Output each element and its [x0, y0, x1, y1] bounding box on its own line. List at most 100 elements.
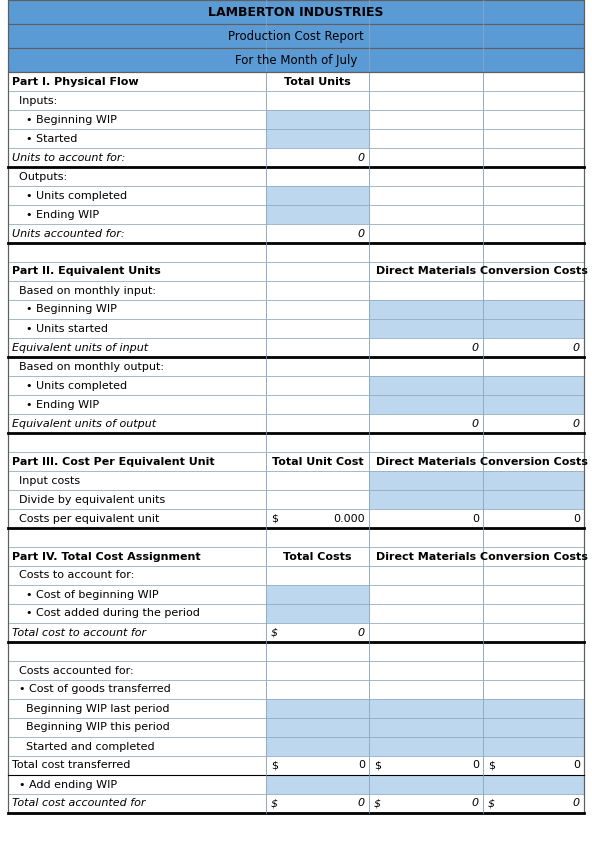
Bar	[483, 110, 584, 129]
Bar	[8, 129, 266, 148]
Text: • Ending WIP: • Ending WIP	[12, 209, 99, 219]
Bar	[266, 167, 369, 186]
Bar	[483, 585, 584, 604]
Text: $: $	[271, 798, 278, 808]
Text: $: $	[488, 798, 495, 808]
Text: $: $	[374, 798, 381, 808]
Text: 0: 0	[358, 152, 365, 162]
Bar	[266, 243, 369, 262]
Bar	[266, 566, 369, 585]
Bar	[483, 661, 584, 680]
Bar	[8, 319, 266, 338]
Bar	[8, 148, 266, 167]
Bar	[483, 566, 584, 585]
Bar	[483, 680, 584, 699]
Text: • Cost of goods transferred: • Cost of goods transferred	[12, 684, 170, 694]
Bar	[483, 471, 584, 490]
Bar	[8, 262, 266, 281]
Text: 0: 0	[472, 343, 479, 353]
Bar	[266, 642, 369, 661]
Bar	[8, 604, 266, 623]
Bar	[483, 756, 584, 775]
Text: 0: 0	[358, 761, 365, 770]
Text: 0: 0	[358, 627, 365, 638]
Text: Based on monthly output:: Based on monthly output:	[12, 361, 164, 371]
Bar	[8, 167, 266, 186]
Bar	[483, 395, 584, 414]
Text: • Ending WIP: • Ending WIP	[12, 400, 99, 410]
Text: Inputs:: Inputs:	[12, 95, 57, 105]
Bar	[483, 243, 584, 262]
Bar	[369, 243, 483, 262]
Bar	[369, 604, 483, 623]
Bar	[369, 528, 483, 547]
Bar	[8, 281, 266, 300]
Bar	[266, 319, 369, 338]
Text: $: $	[374, 761, 381, 770]
Bar	[8, 718, 266, 737]
Bar	[369, 300, 483, 319]
Bar	[369, 566, 483, 585]
Bar	[8, 48, 584, 72]
Text: Part II. Equivalent Units: Part II. Equivalent Units	[12, 267, 161, 276]
Bar	[8, 205, 266, 224]
Bar	[8, 737, 266, 756]
Bar	[369, 775, 483, 794]
Bar	[8, 566, 266, 585]
Bar	[483, 129, 584, 148]
Bar	[483, 357, 584, 376]
Text: Total Costs: Total Costs	[283, 552, 352, 562]
Text: Total cost accounted for: Total cost accounted for	[12, 798, 146, 808]
Text: 0: 0	[358, 798, 365, 808]
Bar	[483, 547, 584, 566]
Text: $: $	[271, 513, 278, 524]
Bar	[369, 414, 483, 433]
Bar	[369, 338, 483, 357]
Bar	[483, 623, 584, 642]
Text: Direct Materials: Direct Materials	[376, 552, 476, 562]
Bar	[483, 167, 584, 186]
Bar	[8, 91, 266, 110]
Text: Conversion Costs: Conversion Costs	[480, 552, 587, 562]
Bar	[266, 281, 369, 300]
Bar	[266, 604, 369, 623]
Bar	[369, 509, 483, 528]
Text: 0: 0	[472, 418, 479, 428]
Text: 0: 0	[472, 513, 479, 524]
Bar	[369, 794, 483, 813]
Text: Input costs: Input costs	[12, 475, 80, 485]
Bar	[369, 91, 483, 110]
Bar	[369, 547, 483, 566]
Bar	[266, 205, 369, 224]
Text: Units to account for:: Units to account for:	[12, 152, 126, 162]
Bar	[266, 737, 369, 756]
Text: Part III. Cost Per Equivalent Unit: Part III. Cost Per Equivalent Unit	[12, 456, 215, 467]
Text: 0: 0	[573, 418, 580, 428]
Bar	[8, 72, 584, 813]
Text: Direct Materials: Direct Materials	[376, 267, 476, 276]
Text: Total Units: Total Units	[284, 76, 351, 87]
Text: 0: 0	[573, 798, 580, 808]
Bar	[369, 357, 483, 376]
Bar	[8, 680, 266, 699]
Bar	[266, 756, 369, 775]
Bar	[266, 376, 369, 395]
Bar	[266, 262, 369, 281]
Bar	[266, 623, 369, 642]
Bar	[483, 452, 584, 471]
Text: Equivalent units of output: Equivalent units of output	[12, 418, 156, 428]
Bar	[369, 452, 483, 471]
Bar	[266, 91, 369, 110]
Text: Equivalent units of input: Equivalent units of input	[12, 343, 148, 353]
Bar	[266, 794, 369, 813]
Bar	[8, 471, 266, 490]
Bar	[483, 433, 584, 452]
Bar	[483, 794, 584, 813]
Bar	[266, 148, 369, 167]
Bar	[266, 300, 369, 319]
Bar	[369, 148, 483, 167]
Bar	[369, 433, 483, 452]
Text: 0.000: 0.000	[333, 513, 365, 524]
Bar	[369, 186, 483, 205]
Bar	[8, 528, 266, 547]
